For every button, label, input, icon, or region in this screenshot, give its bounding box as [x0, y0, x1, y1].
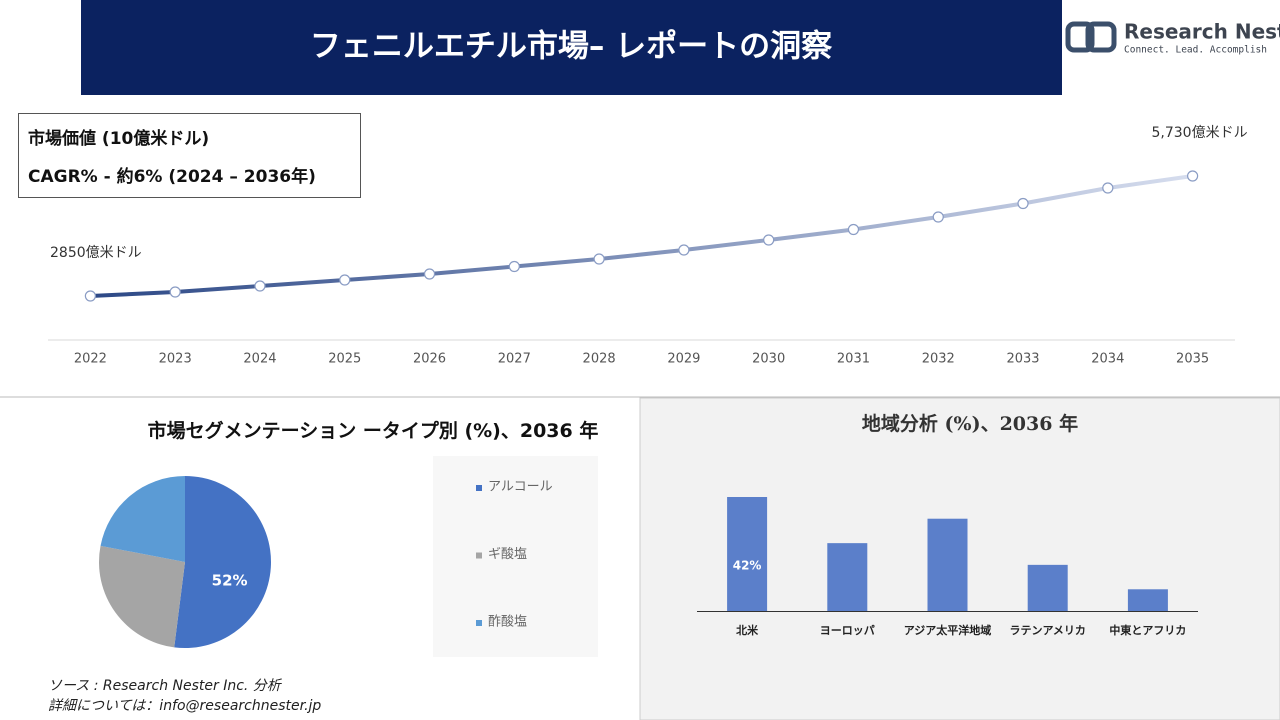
footer-contact: 詳細については：info@researchnester.jp: [48, 698, 321, 714]
logo-name: Research Nester: [1124, 20, 1280, 44]
x-tick-label: 2033: [1006, 352, 1039, 367]
point: [932, 211, 944, 223]
x-tick-label: 2028: [583, 352, 616, 367]
x-tick-label: 2030: [752, 352, 785, 367]
point: [169, 286, 181, 298]
pie-slice: [174, 476, 272, 648]
legend-label: ギ酸塩: [488, 547, 527, 562]
x-tick-label: 2034: [1091, 352, 1124, 367]
x-tick-label: 2022: [74, 352, 107, 367]
info-line: CAGR% - 約6% (2024 – 2036年): [28, 166, 316, 187]
value-label: 52%: [212, 571, 248, 589]
bar-title: 地域分析 (%)、2036 年: [862, 412, 1078, 435]
point: [339, 274, 351, 286]
x-tick-label: ラテンアメリカ: [1009, 624, 1085, 637]
point: [508, 260, 520, 273]
point: [84, 290, 96, 302]
x-tick-label: 北米: [736, 623, 759, 637]
value-label: 5,730億米ドル: [1152, 125, 1248, 141]
point: [1187, 170, 1199, 182]
footer-source: ソース : Research Nester Inc. 分析: [48, 678, 283, 694]
logo-tagline: Connect. Lead. Accomplish: [1124, 45, 1267, 56]
x-tick-label: 中東とアフリカ: [1109, 623, 1186, 637]
point: [1102, 182, 1114, 194]
x-tick-label: 2026: [413, 352, 446, 367]
x-tick-label: ヨーロッパ: [820, 624, 875, 637]
logo-icon: [1065, 21, 1117, 53]
bar: [827, 543, 868, 611]
point: [763, 234, 775, 246]
legend-swatch: [476, 552, 482, 559]
line: [90, 174, 1193, 298]
point: [254, 280, 266, 292]
pie-title: 市場セグメンテーション ータイプ別 (%)、2036 年: [147, 420, 599, 442]
x-tick-label: 2035: [1176, 352, 1209, 367]
point: [678, 244, 690, 256]
header-bar: [81, 0, 1062, 95]
value-label: 42%: [733, 559, 762, 573]
bar: [727, 497, 768, 611]
point: [593, 253, 605, 265]
x-tick-label: 2029: [667, 352, 700, 367]
info-box: [18, 113, 361, 198]
legend-label: アルコール: [488, 480, 553, 495]
point: [1017, 197, 1029, 210]
x-tick-label: アジア太平洋地域: [904, 623, 992, 637]
pie-slice: [99, 545, 185, 648]
x-tick-label: 2025: [328, 352, 361, 367]
bar: [1127, 589, 1168, 611]
point: [423, 268, 436, 280]
info-line: 市場価値 (10億米ドル): [28, 128, 209, 149]
legend-label: 酢酸塩: [488, 615, 527, 630]
pie-slice: [100, 476, 185, 562]
x-tick-label: 2024: [243, 352, 276, 367]
legend-swatch: [476, 620, 482, 626]
x-tick-label: 2031: [837, 352, 870, 367]
pie-legend-box: [433, 456, 598, 657]
bar: [927, 518, 968, 611]
x-tick-label: 2032: [922, 352, 955, 367]
value-label: 2850億米ドル: [50, 245, 142, 261]
x-tick-label: 2023: [159, 352, 192, 367]
point: [847, 223, 860, 236]
legend-swatch: [476, 485, 482, 491]
bar: [1027, 564, 1068, 611]
header-title: フェニルエチル市場– レポートの洞察: [310, 29, 833, 65]
x-tick-label: 2027: [498, 352, 531, 367]
